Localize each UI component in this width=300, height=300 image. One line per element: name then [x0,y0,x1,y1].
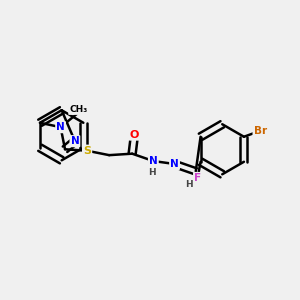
Text: H: H [148,168,156,177]
Text: F: F [194,173,201,183]
Text: N: N [149,156,158,166]
Text: N: N [70,136,79,146]
Text: CH₃: CH₃ [69,105,87,114]
Text: N: N [56,122,65,132]
Text: S: S [83,146,91,156]
Text: Br: Br [254,126,267,136]
Text: O: O [130,130,139,140]
Text: N: N [170,159,179,169]
Text: H: H [185,180,193,189]
